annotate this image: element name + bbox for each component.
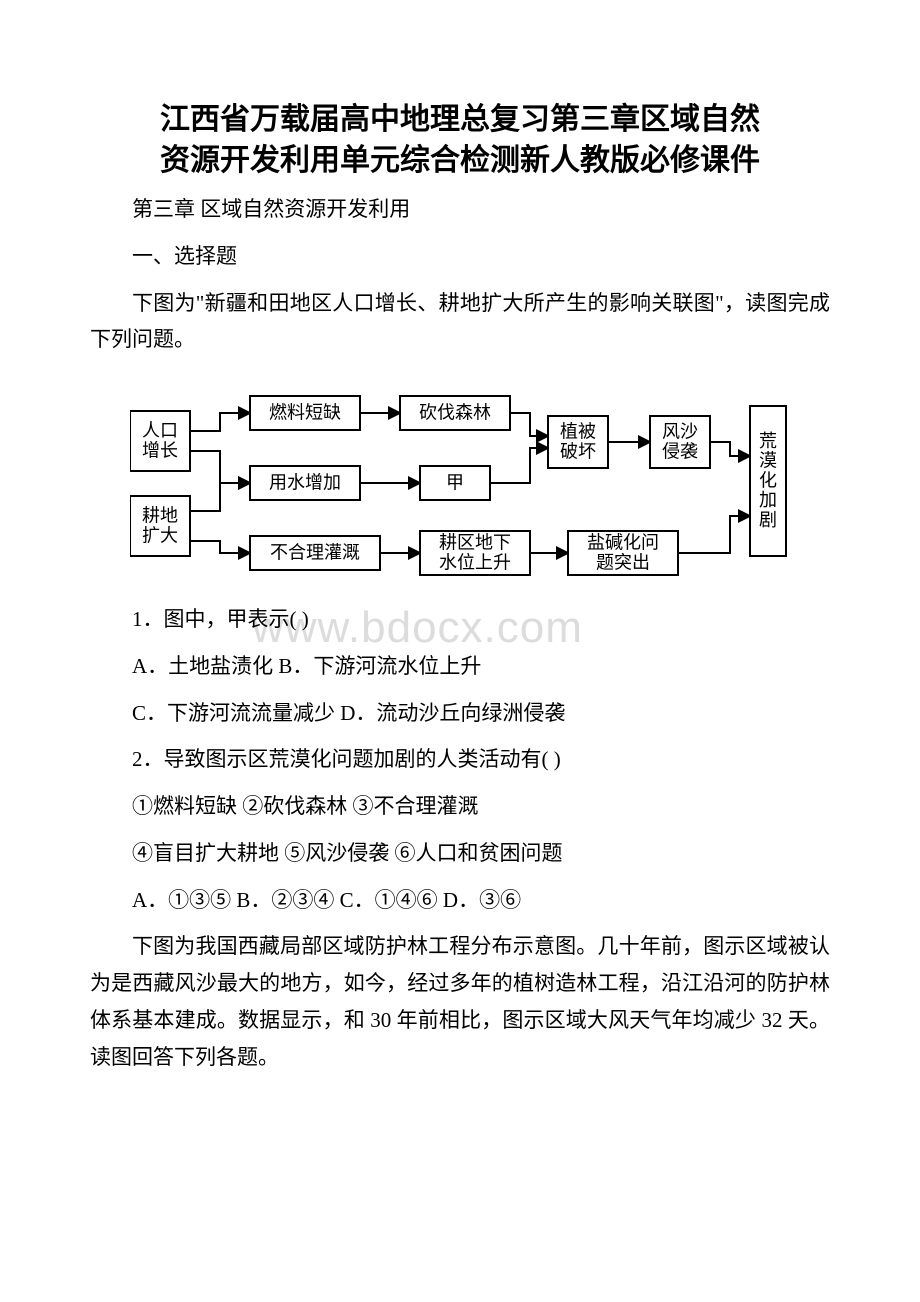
node-veg: 植被破坏: [548, 416, 608, 468]
document-title: 江西省万载届高中地理总复习第三章区域自然 资源开发利用单元综合检测新人教版必修课…: [90, 100, 830, 181]
edge-pop-water: [190, 451, 250, 483]
flow-diagram-container: 人口增长耕地扩大 燃料短缺用水增加不合理灌溉 砍伐森林甲耕区地下水位上升 植被破坏盐碱…: [90, 376, 830, 591]
question-1: www.bdocx.com 1．图中，甲表示( ): [90, 601, 830, 638]
question-1-options: A．土地盐渍化 B．下游河流水位上升 C．下游河流流量减少 D．流动沙丘向绿洲侵袭: [90, 648, 830, 732]
node-gw: 耕区地下水位上升: [420, 531, 530, 575]
svg-text:盐碱化问: 盐碱化问: [587, 533, 659, 553]
node-irrig: 不合理灌溉: [250, 536, 380, 570]
edge-wind-desert: [710, 442, 750, 456]
svg-text:侵袭: 侵袭: [662, 441, 698, 461]
edge-salt-desert: [678, 516, 750, 553]
node-land: 耕地扩大: [130, 496, 190, 556]
node-chop: 砍伐森林: [400, 396, 510, 430]
section-heading-1: 一、选择题: [90, 238, 830, 275]
flow-diagram: 人口增长耕地扩大 燃料短缺用水增加不合理灌溉 砍伐森林甲耕区地下水位上升 植被破坏盐碱…: [130, 376, 790, 591]
svg-text:甲: 甲: [446, 472, 464, 492]
svg-text:剧: 剧: [759, 510, 777, 530]
node-pop: 人口增长: [130, 411, 190, 471]
intro-paragraph-1: 下图为"新疆和田地区人口增长、耕地扩大所产生的影响关联图"，读图完成下列问题。: [90, 285, 830, 359]
question-2-lines: ①燃料短缺 ②砍伐森林 ③不合理灌溉 ④盲目扩大耕地 ⑤风沙侵袭 ⑥人口和贫困问题…: [90, 788, 830, 918]
node-jia: 甲: [420, 466, 490, 500]
svg-text:增长: 增长: [142, 440, 178, 460]
svg-text:扩大: 扩大: [142, 525, 178, 545]
svg-text:用水增加: 用水增加: [269, 472, 341, 492]
node-wind: 风沙侵袭: [650, 416, 710, 468]
edge-land-irrig: [190, 541, 250, 553]
svg-text:水位上升: 水位上升: [439, 552, 511, 572]
svg-text:加: 加: [759, 490, 777, 510]
svg-text:化: 化: [759, 470, 777, 490]
edge-pop-fuel: [190, 413, 250, 431]
intro-paragraph-2: 下图为我国西藏局部区域防护林工程分布示意图。几十年前，图示区域被认为是西藏风沙最…: [90, 928, 830, 1075]
chapter-heading: 第三章 区域自然资源开发利用: [90, 191, 830, 228]
question-1-option-1: C．下游河流流量减少 D．流动沙丘向绿洲侵袭: [90, 695, 830, 732]
edge-chop-veg: [510, 413, 548, 436]
node-fuel: 燃料短缺: [250, 396, 360, 430]
svg-text:漠: 漠: [759, 451, 777, 471]
svg-text:人口: 人口: [142, 421, 178, 441]
svg-text:耕区地下: 耕区地下: [439, 533, 511, 553]
node-water: 用水增加: [250, 466, 360, 500]
svg-text:风沙: 风沙: [662, 422, 698, 442]
svg-text:题突出: 题突出: [596, 552, 650, 572]
title-line-1: 江西省万载届高中地理总复习第三章区域自然: [90, 100, 830, 141]
svg-text:燃料短缺: 燃料短缺: [269, 402, 341, 422]
node-salt: 盐碱化问题突出: [568, 531, 678, 575]
question-2-line-2: A．①③⑤ B．②③④ C．①④⑥ D．③⑥: [90, 882, 830, 919]
question-2-line-1: ④盲目扩大耕地 ⑤风沙侵袭 ⑥人口和贫困问题: [90, 835, 830, 872]
question-2-line-0: ①燃料短缺 ②砍伐森林 ③不合理灌溉: [90, 788, 830, 825]
edge-land-water: [190, 483, 250, 511]
flow-diagram-svg: 人口增长耕地扩大 燃料短缺用水增加不合理灌溉 砍伐森林甲耕区地下水位上升 植被破坏盐碱…: [130, 376, 790, 586]
svg-text:砍伐森林: 砍伐森林: [419, 402, 491, 422]
node-desert: 荒漠化加剧: [750, 406, 786, 556]
svg-text:不合理灌溉: 不合理灌溉: [270, 542, 360, 562]
svg-text:耕地: 耕地: [142, 506, 178, 526]
svg-text:植被: 植被: [560, 422, 596, 442]
svg-text:破坏: 破坏: [560, 441, 596, 461]
question-1-text: 1．图中，甲表示( ): [132, 607, 309, 631]
question-2: 2．导致图示区荒漠化问题加剧的人类活动有( ): [90, 741, 830, 778]
document-page: 江西省万载届高中地理总复习第三章区域自然 资源开发利用单元综合检测新人教版必修课…: [0, 0, 920, 1145]
svg-text:荒: 荒: [759, 431, 777, 451]
title-line-2: 资源开发利用单元综合检测新人教版必修课件: [90, 141, 830, 182]
edge-jia-veg: [490, 448, 548, 483]
question-1-option-0: A．土地盐渍化 B．下游河流水位上升: [90, 648, 830, 685]
